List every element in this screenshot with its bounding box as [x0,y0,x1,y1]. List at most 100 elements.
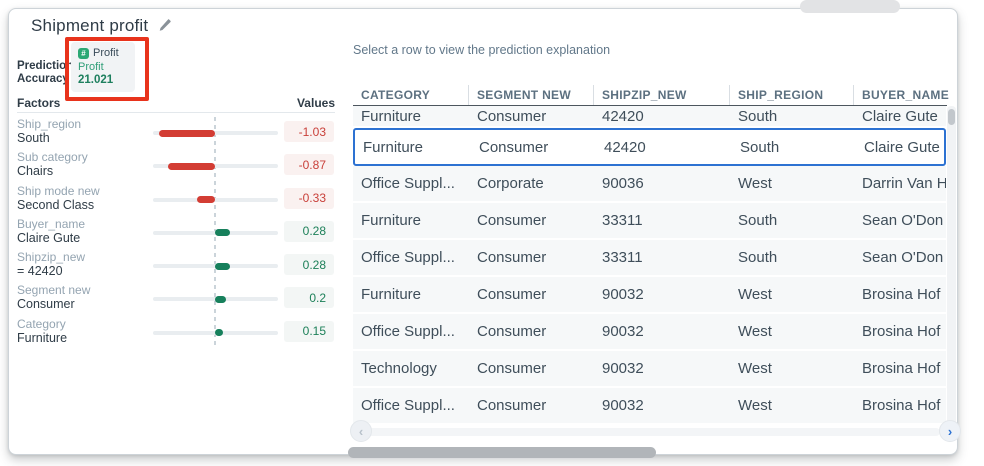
table-cell: 90032 [594,397,730,414]
table-cell: Consumer [469,286,594,303]
factor-value-label: Chairs [17,164,53,178]
factor-bar [215,229,230,236]
table-cell: Corporate [469,175,594,192]
table-cell: 90036 [594,175,730,192]
factor-row: Buyer_name Claire Gute 0.28 [9,215,345,248]
factor-bar [168,163,215,170]
table-cell: Consumer [469,360,594,377]
table-cell: Office Suppl... [353,175,469,192]
factor-contribution-value: -0.87 [284,154,334,175]
table-cell: Consumer [469,212,594,229]
factor-bar [215,329,223,336]
table-cell: Furniture [353,108,469,125]
column-header: SHIPZIP_NEW [594,85,730,105]
window-tab-remnant [800,0,900,13]
horizontal-scrollbar-thumb[interactable] [348,447,656,458]
chevron-right-icon: › [948,424,952,439]
table-row[interactable]: FurnitureConsumer33311SouthSean O'Don [353,203,946,240]
table-cell: Brosina Hof [854,360,946,377]
factor-value-label: Furniture [17,331,67,345]
factor-row: Segment new Consumer 0.2 [9,281,345,314]
factor-row: Shipzip_new = 42420 0.28 [9,248,345,281]
table-cell: West [730,286,854,303]
table-cell: 90032 [594,286,730,303]
table-cell: Brosina Hof [854,286,946,303]
factor-name: Shipzip_new [17,250,85,264]
metric-target-name: Profit [78,61,127,73]
table-row[interactable]: Office Suppl...Consumer90032WestBrosina … [353,388,946,425]
table-cell: South [730,249,854,266]
factor-contribution-value: 0.28 [284,221,334,242]
scroll-right-button[interactable]: › [939,420,961,442]
factor-value-label: Consumer [17,297,75,311]
factor-value-label: Claire Gute [17,231,80,245]
table-cell: Furniture [353,286,469,303]
table-row[interactable]: FurnitureConsumer42420SouthClaire Gute [353,106,946,128]
table-cell: 42420 [594,108,730,125]
table-cell: Consumer [471,139,596,156]
table-cell: Office Suppl... [353,323,469,340]
table-cell: Furniture [355,139,471,156]
number-chip-icon: # [78,48,89,59]
table-row[interactable]: Office Suppl...Consumer90032WestBrosina … [353,314,946,351]
factors-header-label: Factors [17,96,60,110]
table-header-row: CATEGORYSEGMENT NEWSHIPZIP_NEWSHIP_REGIO… [353,85,950,105]
values-header-label: Values [297,96,335,110]
factors-values-header: Factors Values [17,96,335,110]
chevron-left-icon: ‹ [359,424,363,439]
vertical-scrollbar-thumb[interactable] [948,109,955,125]
factor-name: Buyer_name [17,217,85,231]
table-cell: Consumer [469,323,594,340]
table-row[interactable]: TechnologyConsumer90032WestBrosina Hof [353,351,946,388]
table-hint-text: Select a row to view the prediction expl… [353,43,610,57]
table-cell: 33311 [594,249,730,266]
table-cell: West [730,175,854,192]
factor-name: Segment new [17,283,90,297]
factor-name: Category [17,317,66,331]
edit-title-button[interactable] [155,18,173,36]
table-cell: Sean O'Don [854,212,946,229]
factor-bar [215,296,226,303]
factor-bar [159,130,215,137]
table-row[interactable]: Office Suppl...Consumer33311SouthSean O'… [353,240,946,277]
table-cell: South [732,139,856,156]
factors-list: Ship_region South -1.03 Sub category Cha… [9,115,345,348]
table-cell: Sean O'Don [854,249,946,266]
vertical-scrollbar-track[interactable] [947,106,956,426]
column-header: SEGMENT NEW [469,85,594,105]
table-cell: 42420 [596,139,732,156]
table-cell: 90032 [594,360,730,377]
factors-header-divider [17,112,335,113]
table-row-selected[interactable]: FurnitureConsumer42420SouthClaire Gute [353,128,946,166]
factor-contribution-value: -1.03 [284,121,334,142]
table-cell: 33311 [594,212,730,229]
factor-value-label: Second Class [17,198,94,212]
table-cell: 90032 [594,323,730,340]
factor-bar-track [153,198,278,202]
table-cell: Office Suppl... [353,249,469,266]
table-body: FurnitureConsumer42420SouthClaire GuteFu… [353,106,946,425]
table-cell: Brosina Hof [854,397,946,414]
table-cell: South [730,212,854,229]
table-row[interactable]: FurnitureConsumer90032WestBrosina Hof [353,277,946,314]
table-cell: Consumer [469,397,594,414]
factor-bar [197,196,215,203]
table-row[interactable]: Office Suppl...Corporate90036WestDarrin … [353,166,946,203]
factor-contribution-value: 0.15 [284,321,334,342]
factor-name: Sub category [17,150,88,164]
scroll-left-button[interactable]: ‹ [350,420,372,442]
factor-value-label: South [17,131,50,145]
table-cell: Office Suppl... [353,397,469,414]
table-horizontal-scrollbar-track[interactable] [356,428,940,436]
factor-row: Sub category Chairs -0.87 [9,148,345,181]
column-header: CATEGORY [353,85,469,105]
table-cell: West [730,323,854,340]
pencil-icon [157,21,172,36]
table-cell: South [730,108,854,125]
app-canvas: Shipment profit Prediction Accuracy # Pr… [0,0,984,466]
metric-value: 21.021 [78,74,127,86]
table-cell: Claire Gute [856,139,944,156]
table-cell: Claire Gute [854,108,946,125]
metric-chip-label: Profit [93,47,119,59]
table-cell: West [730,397,854,414]
